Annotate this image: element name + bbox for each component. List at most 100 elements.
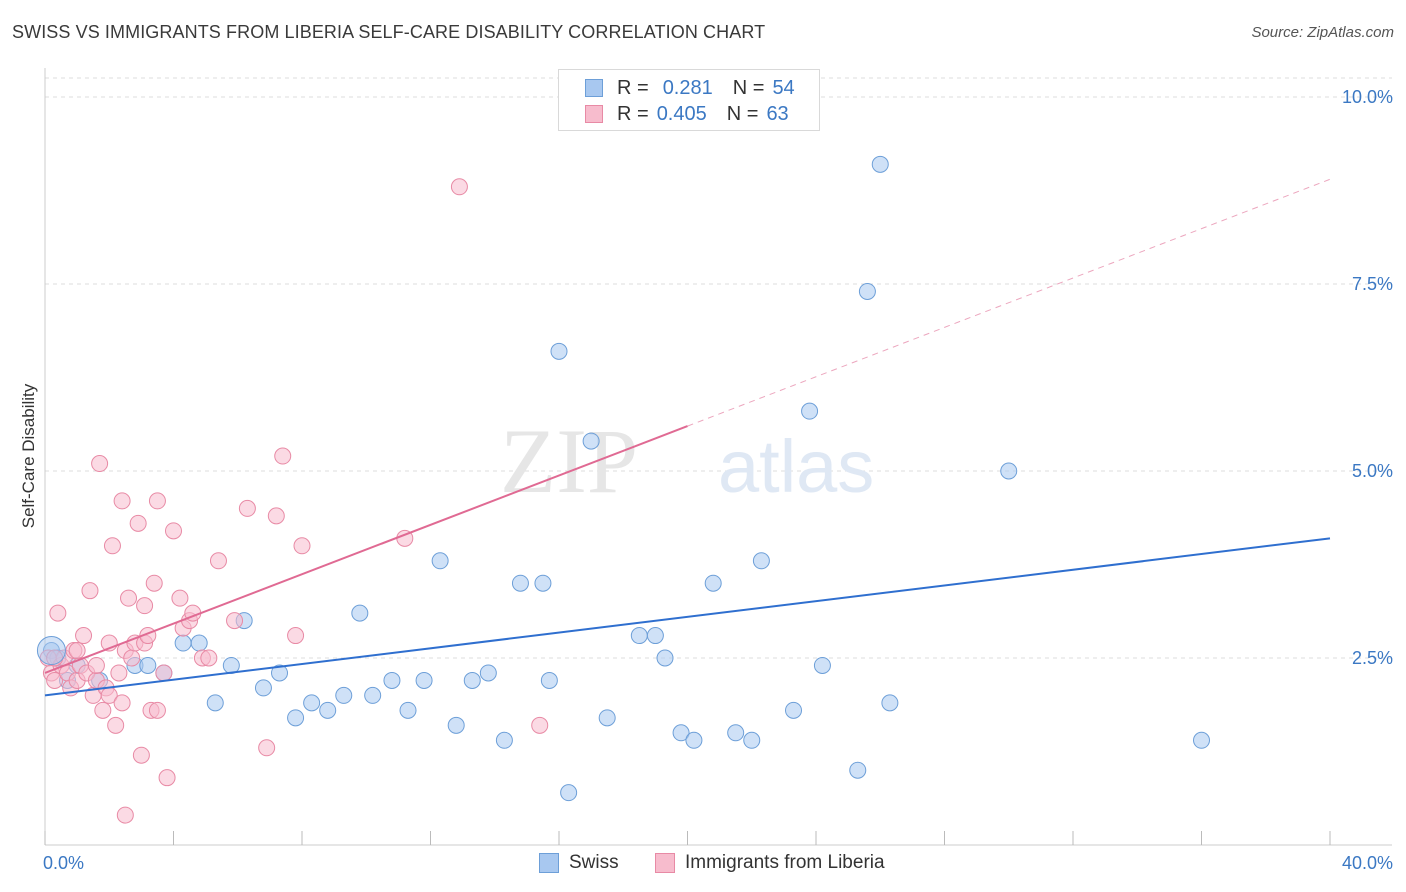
point-swiss — [881, 694, 899, 712]
point-liberia — [94, 701, 112, 719]
point-swiss — [727, 724, 745, 742]
point-swiss — [849, 761, 867, 779]
point-liberia — [129, 514, 147, 532]
point-swiss — [335, 686, 353, 704]
point-liberia — [209, 552, 227, 570]
point-liberia — [274, 447, 292, 465]
legend-label-swiss: Swiss — [569, 852, 619, 873]
watermark-zip: ZIP — [500, 410, 638, 512]
legend-n-label: N = — [726, 102, 759, 125]
point-swiss — [447, 716, 465, 734]
point-swiss — [582, 432, 600, 450]
y-tick-label: 5.0% — [1352, 461, 1393, 481]
point-swiss — [871, 155, 889, 173]
legend-n-value: 63 — [766, 102, 789, 125]
legend-swatch-swiss — [539, 853, 559, 873]
point-liberia — [113, 694, 131, 712]
legend-item-liberia[interactable]: Immigrants from Liberia — [655, 852, 885, 874]
point-swiss — [511, 574, 529, 592]
point-swiss — [431, 552, 449, 570]
point-liberia — [120, 589, 138, 607]
point-liberia — [165, 522, 182, 540]
legend-n-label: N = — [732, 76, 765, 99]
correlation-legend: R = 0.281 N = 54 R = 0.405 N = 63 — [558, 69, 820, 131]
point-liberia — [450, 178, 468, 196]
point-swiss — [646, 627, 664, 645]
legend-row-liberia: R = 0.405 N = 63 — [585, 102, 789, 126]
point-swiss — [1000, 462, 1018, 480]
point-swiss — [801, 402, 819, 420]
point-swiss — [319, 701, 337, 719]
point-liberia — [46, 671, 64, 689]
y-axis-label: Self-Care Disability — [19, 383, 38, 529]
point-swiss — [463, 671, 481, 689]
point-liberia — [136, 597, 154, 615]
point-swiss — [206, 694, 224, 712]
point-liberia — [531, 716, 549, 734]
point-liberia — [87, 656, 105, 674]
point-swiss — [1193, 731, 1210, 749]
watermark: ZIP atlas — [500, 410, 874, 512]
point-swiss — [858, 282, 876, 300]
legend-r-label: R = — [617, 76, 649, 99]
point-liberia — [287, 627, 305, 645]
series-liberia — [39, 178, 549, 824]
legend-r-label: R = — [617, 102, 649, 125]
legend-swatch-liberia — [655, 853, 675, 873]
point-swiss — [287, 709, 305, 727]
point-liberia — [49, 604, 67, 622]
point-swiss — [534, 574, 552, 592]
point-swiss — [656, 649, 674, 667]
point-liberia — [116, 806, 134, 824]
point-swiss — [190, 634, 208, 652]
point-swiss — [540, 671, 558, 689]
y-tick-label: 2.5% — [1352, 648, 1393, 668]
point-swiss — [254, 679, 272, 697]
y-tick-label: 7.5% — [1352, 274, 1393, 294]
y-tick-label: 10.0% — [1342, 87, 1393, 107]
point-liberia — [155, 664, 173, 682]
point-swiss — [752, 552, 770, 570]
point-swiss — [743, 731, 761, 749]
gridlines — [45, 77, 1392, 659]
point-swiss — [672, 724, 690, 742]
point-liberia — [148, 701, 166, 719]
point-liberia — [103, 537, 121, 555]
legend-r-value: 0.405 — [656, 102, 707, 125]
point-swiss — [479, 664, 497, 682]
point-liberia — [158, 769, 176, 787]
point-liberia — [132, 746, 150, 764]
watermark-atlas: atlas — [718, 425, 874, 508]
x-tick-label-max: 40.0% — [1342, 853, 1393, 873]
series-legend: Swiss Immigrants from Liberia — [0, 852, 1406, 876]
axes — [44, 68, 1392, 846]
point-swiss — [415, 671, 433, 689]
point-swiss-large — [36, 636, 66, 666]
point-swiss — [813, 656, 831, 674]
point-swiss — [383, 671, 401, 689]
point-liberia — [171, 589, 189, 607]
point-swiss — [351, 604, 369, 622]
legend-item-swiss[interactable]: Swiss — [539, 852, 619, 874]
legend-row-swiss: R = 0.281 N = 54 — [585, 76, 795, 100]
legend-swatch-liberia — [585, 105, 603, 123]
point-swiss — [139, 656, 157, 674]
trendline-swiss — [44, 537, 1331, 697]
point-liberia — [148, 492, 166, 510]
point-swiss — [550, 342, 568, 360]
point-swiss — [303, 694, 321, 712]
point-liberia — [75, 627, 93, 645]
point-liberia — [81, 582, 99, 600]
point-swiss — [685, 731, 703, 749]
point-swiss — [785, 701, 803, 719]
point-swiss — [630, 627, 648, 645]
trendline-liberia-extension — [687, 178, 1331, 427]
point-liberia — [200, 649, 218, 667]
point-swiss — [174, 634, 192, 652]
point-liberia — [226, 612, 244, 630]
trendline-liberia — [44, 425, 688, 674]
point-liberia — [258, 739, 276, 757]
point-swiss — [704, 574, 722, 592]
legend-n-value: 54 — [772, 76, 795, 99]
